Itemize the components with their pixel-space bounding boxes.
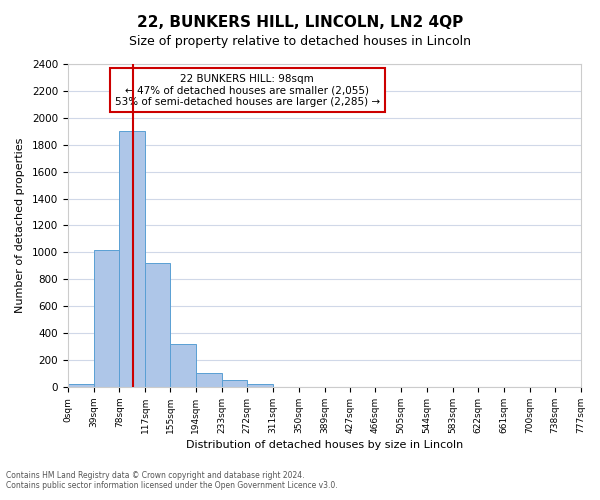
Y-axis label: Number of detached properties: Number of detached properties [15, 138, 25, 313]
Text: Contains HM Land Registry data © Crown copyright and database right 2024.
Contai: Contains HM Land Registry data © Crown c… [6, 470, 338, 490]
X-axis label: Distribution of detached houses by size in Lincoln: Distribution of detached houses by size … [185, 440, 463, 450]
Bar [68, 384, 94, 387]
Bar [94, 250, 119, 387]
Text: 22 BUNKERS HILL: 98sqm
← 47% of detached houses are smaller (2,055)
53% of semi-: 22 BUNKERS HILL: 98sqm ← 47% of detached… [115, 74, 380, 107]
Bar [247, 384, 273, 387]
Bar [170, 344, 196, 387]
Text: Size of property relative to detached houses in Lincoln: Size of property relative to detached ho… [129, 35, 471, 48]
Bar [221, 380, 247, 387]
Text: 22, BUNKERS HILL, LINCOLN, LN2 4QP: 22, BUNKERS HILL, LINCOLN, LN2 4QP [137, 15, 463, 30]
Bar [145, 263, 170, 387]
Bar [196, 373, 221, 387]
Bar [119, 132, 145, 387]
